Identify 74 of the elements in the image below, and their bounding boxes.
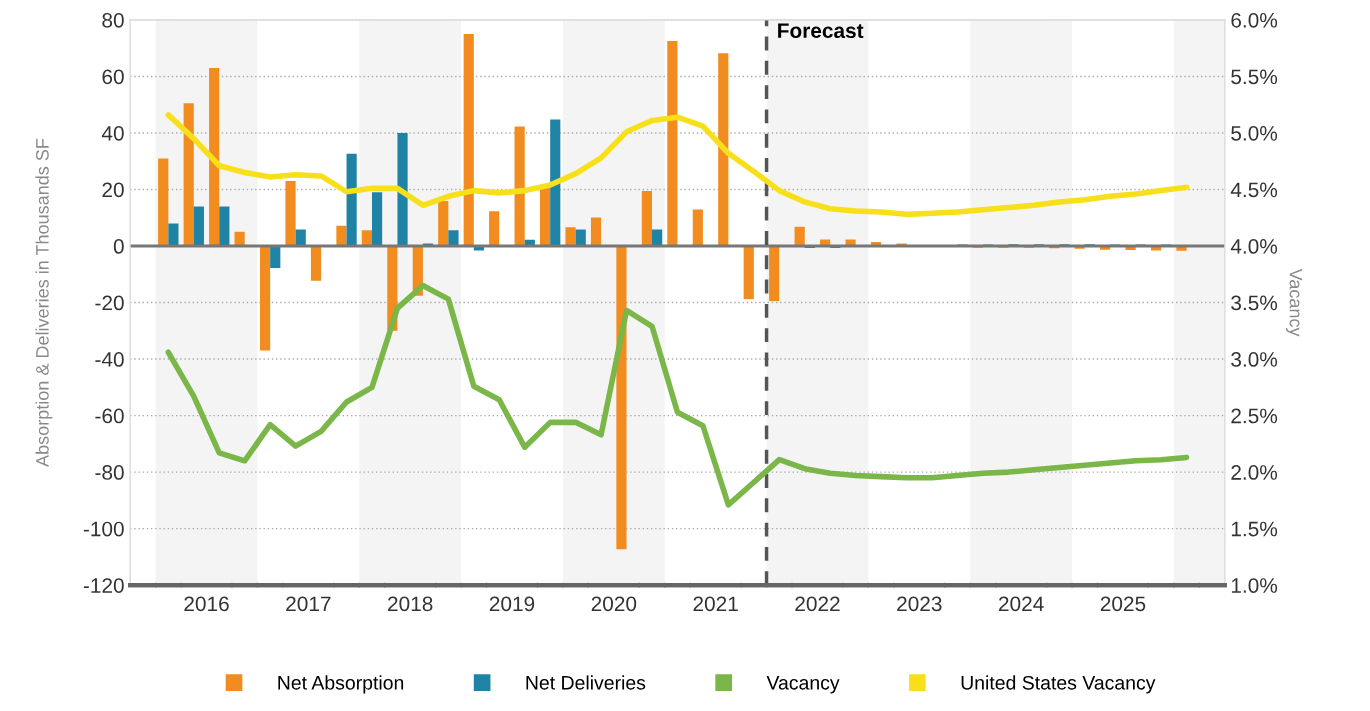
y2-tick-label: 6.0% <box>1231 12 1278 28</box>
y-tick-label: -60 <box>95 408 124 424</box>
bar <box>794 226 805 247</box>
x-tick-label: 2019 <box>489 596 535 612</box>
y-tick-label: -80 <box>95 465 124 480</box>
bar <box>565 227 576 247</box>
x-tick-label: 2020 <box>591 596 637 612</box>
bar <box>346 153 357 247</box>
legend-label: Vacancy <box>766 676 840 694</box>
y-tick-label: 20 <box>102 182 124 198</box>
bar <box>310 246 322 281</box>
bar <box>514 126 525 247</box>
bar <box>397 132 408 247</box>
y-tick-label: 60 <box>102 69 124 85</box>
y2-tick-label: 5.5% <box>1231 69 1278 85</box>
ref-line-label: Forecast <box>778 23 864 39</box>
bar <box>336 225 347 247</box>
x-tick-label: 2022 <box>795 596 840 612</box>
legend-label: Net Deliveries <box>526 675 646 690</box>
legend-label: Net Absorption <box>278 675 404 694</box>
bar <box>550 119 561 247</box>
bar <box>743 246 754 300</box>
bar <box>259 246 271 351</box>
x-tick-label: 2017 <box>286 596 331 612</box>
bar <box>361 230 372 247</box>
y-tick-label: -20 <box>95 295 124 311</box>
bar <box>641 190 653 247</box>
bar <box>769 246 780 302</box>
bar <box>168 223 179 247</box>
bar <box>209 67 220 247</box>
y2-tick-label: 4.0% <box>1230 239 1278 254</box>
y-tick-label: -120 <box>83 578 124 593</box>
y-axis-title: Absorption & Deliveries in Thousands SF <box>35 138 53 467</box>
bar <box>270 246 281 269</box>
x-tick-label: 2018 <box>388 596 433 612</box>
y-tick-label: 80 <box>102 12 124 28</box>
y-tick-label: 0 <box>113 239 124 254</box>
bar <box>718 53 729 247</box>
bar <box>590 217 602 247</box>
bar <box>183 103 194 247</box>
legend-label: United States Vacancy <box>961 675 1156 694</box>
bar <box>234 231 245 247</box>
bar <box>219 206 230 247</box>
bar <box>575 229 586 247</box>
bar <box>667 41 678 247</box>
x-tick-label: 2021 <box>693 596 738 612</box>
y2-tick-label: 1.5% <box>1231 521 1278 537</box>
y2-tick-label: 3.0% <box>1231 352 1278 367</box>
y2-tick-label: 3.5% <box>1231 295 1278 311</box>
y-tick-label: -40 <box>95 352 124 367</box>
x-tick-label: 2025 <box>1100 596 1146 612</box>
x-tick-label: 2024 <box>999 596 1044 612</box>
bar <box>489 211 500 247</box>
y2-tick-label: 1.0% <box>1231 578 1278 593</box>
bar <box>438 201 449 247</box>
bar <box>158 158 169 247</box>
x-tick-label: 2016 <box>184 596 229 612</box>
bar <box>463 34 474 247</box>
bar <box>285 181 296 247</box>
bar <box>295 229 306 247</box>
y2-tick-label: 2.5% <box>1231 408 1278 424</box>
y2-tick-label: 2.0% <box>1231 465 1278 480</box>
y-tick-label: -100 <box>83 521 124 537</box>
x-tick-label: 2023 <box>897 596 942 612</box>
bar <box>371 192 383 247</box>
bar <box>616 246 627 550</box>
y2-tick-label: 4.5% <box>1230 182 1278 198</box>
y2-axis-title: Vacancy <box>1285 268 1303 337</box>
bar <box>448 230 459 247</box>
bar <box>652 229 663 247</box>
bar <box>193 206 204 247</box>
y-tick-label: 40 <box>101 125 124 141</box>
bar <box>692 209 703 247</box>
y2-tick-label: 5.0% <box>1231 125 1278 141</box>
